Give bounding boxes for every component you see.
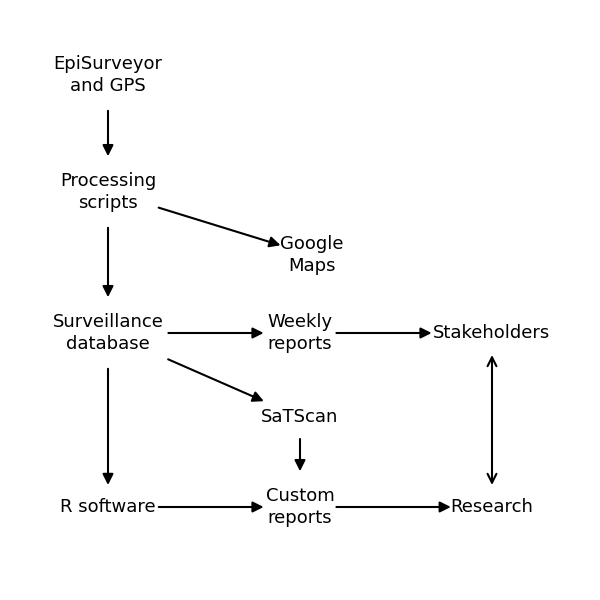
Text: Weekly
reports: Weekly reports bbox=[268, 313, 332, 353]
Text: Research: Research bbox=[451, 498, 533, 516]
Text: Processing
scripts: Processing scripts bbox=[60, 172, 156, 212]
Text: Stakeholders: Stakeholders bbox=[433, 324, 551, 342]
Text: Custom
reports: Custom reports bbox=[266, 487, 334, 527]
Text: EpiSurveyor
and GPS: EpiSurveyor and GPS bbox=[53, 55, 163, 95]
Text: Surveillance
database: Surveillance database bbox=[53, 313, 163, 353]
Text: SaTScan: SaTScan bbox=[262, 408, 338, 426]
Text: R software: R software bbox=[60, 498, 156, 516]
Text: Google
Maps: Google Maps bbox=[280, 235, 344, 275]
